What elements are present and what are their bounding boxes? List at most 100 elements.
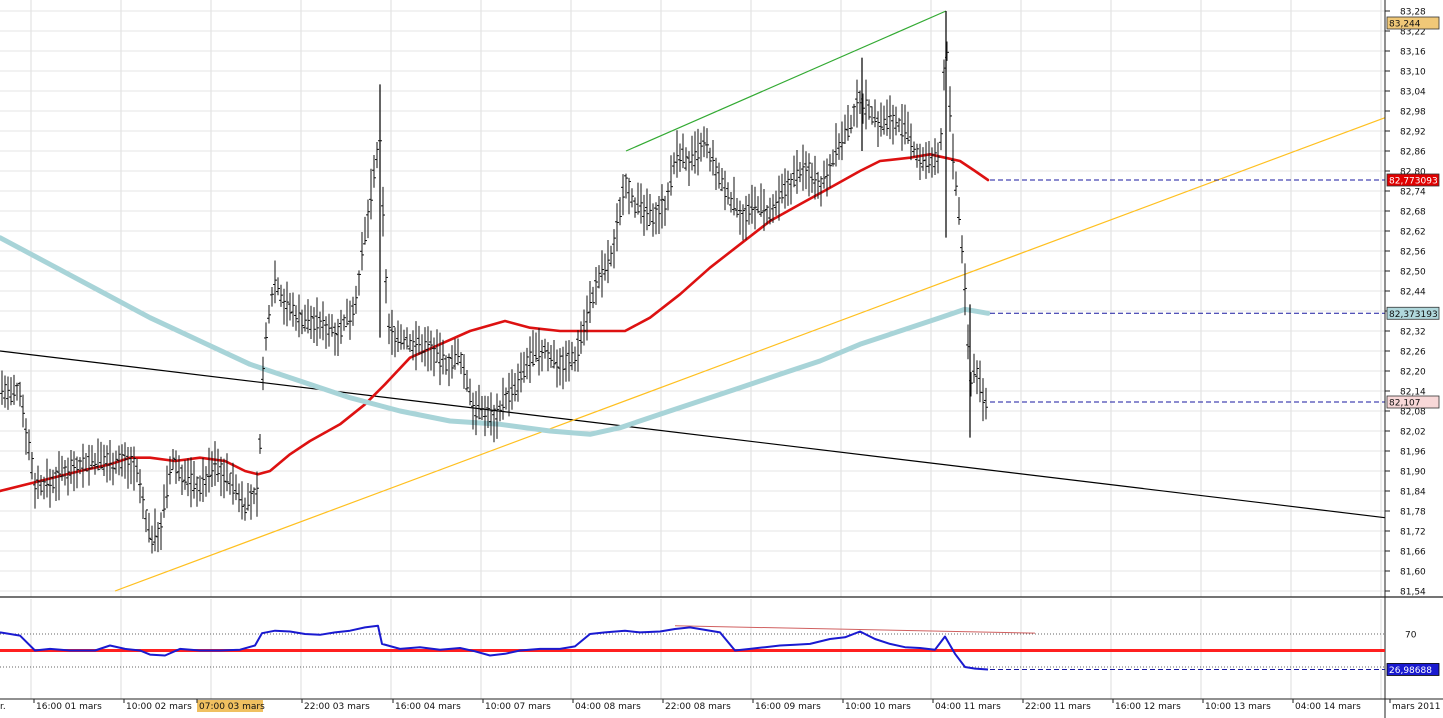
price-bar	[225, 453, 229, 492]
price-bar	[270, 287, 274, 307]
price-bar	[846, 104, 850, 141]
price-bar	[204, 466, 208, 497]
price-bar	[609, 245, 613, 267]
price-bar	[747, 193, 751, 225]
price-bar	[72, 451, 76, 492]
grid	[0, 0, 1385, 699]
price-bar	[630, 188, 634, 208]
price-bar	[132, 446, 136, 491]
price-bar	[906, 111, 910, 144]
price-bar	[228, 472, 232, 495]
price-bar	[33, 472, 37, 509]
price-bar	[498, 400, 502, 422]
price-bar	[24, 418, 28, 455]
price-bar	[330, 314, 334, 337]
price-bar	[108, 439, 112, 481]
price-bar	[801, 144, 805, 191]
price-bar	[531, 330, 535, 367]
price-bar	[489, 392, 493, 436]
price-bar	[267, 305, 271, 324]
price-bar	[195, 476, 199, 507]
price-bar	[402, 329, 406, 350]
price-bar	[876, 111, 880, 147]
price-bar	[354, 285, 358, 314]
trend-line	[625, 10, 947, 152]
price-bar	[18, 381, 22, 407]
price-bar	[318, 311, 322, 339]
price-bar	[735, 197, 739, 218]
price-bar	[417, 325, 421, 355]
price-badge	[1386, 395, 1440, 409]
price-bar	[564, 340, 568, 382]
price-bar	[57, 451, 61, 501]
price-bar	[300, 309, 304, 335]
price-bar	[960, 235, 964, 264]
price-bar	[576, 330, 580, 372]
price-bar	[120, 444, 124, 477]
price-bar	[504, 387, 508, 410]
price-bar	[105, 445, 109, 483]
price-bar	[183, 460, 187, 490]
price-bar	[975, 360, 979, 395]
time-tick-label: 16:00 12 mars	[1115, 702, 1181, 712]
price-bar	[0, 370, 4, 405]
price-bar	[429, 330, 433, 371]
price-bar	[666, 182, 670, 211]
price-bar	[153, 508, 157, 552]
price-bar	[291, 292, 295, 327]
price-bar	[495, 393, 499, 439]
price-bar	[48, 468, 52, 508]
price-bar	[393, 326, 397, 358]
price-bar	[480, 395, 484, 420]
price-bar	[288, 292, 292, 321]
price-tick-label: 82,74	[1400, 188, 1426, 198]
price-bar	[789, 173, 793, 205]
price-bar	[711, 140, 715, 176]
price-tick-label: 81,66	[1400, 548, 1426, 558]
price-bar	[897, 117, 901, 133]
price-bar	[243, 497, 247, 521]
price-bar	[681, 133, 685, 169]
price-bar	[837, 133, 841, 160]
price-bar	[549, 344, 553, 368]
time-tick-label: 22:00 11 mars	[1025, 702, 1091, 712]
time-tick-label: 04:00 14 mars	[1295, 702, 1361, 712]
price-tick-label: 82,08	[1400, 408, 1426, 418]
price-bar	[891, 104, 895, 145]
price-bar	[567, 340, 571, 382]
price-badge-label: 83,244	[1389, 20, 1421, 30]
price-tick-label: 82,50	[1400, 268, 1426, 278]
price-bar	[528, 336, 532, 383]
price-bar	[534, 332, 538, 363]
price-bar	[816, 171, 820, 199]
price-bar	[114, 450, 118, 474]
price-bar	[333, 322, 337, 356]
price-bar	[951, 133, 955, 180]
price-tick-label: 82,62	[1400, 228, 1426, 238]
time-tick-label: 22:00 03 mars	[304, 702, 370, 712]
price-bar	[627, 177, 631, 215]
price-bar	[579, 321, 583, 354]
price-bar	[903, 104, 907, 145]
price-bar	[750, 184, 754, 224]
price-bar	[465, 370, 469, 392]
price-bar	[423, 327, 427, 367]
price-bar	[231, 462, 235, 505]
price-bar	[6, 376, 10, 410]
price-bar	[708, 147, 712, 172]
price-bar	[981, 378, 985, 422]
time-tick-label: 10:00 07 mars	[485, 702, 551, 712]
price-bar	[912, 141, 916, 158]
price-bar	[522, 351, 526, 383]
price-bar	[273, 260, 277, 304]
price-bar	[888, 95, 892, 140]
price-bar	[9, 377, 13, 406]
trend-line	[0, 350, 1386, 519]
price-bar	[348, 300, 352, 340]
price-bar	[216, 448, 220, 483]
price-bar	[873, 99, 877, 128]
price-bar	[813, 155, 817, 200]
price-bar	[126, 446, 130, 489]
price-bar	[870, 106, 874, 125]
price-bar	[168, 456, 172, 485]
